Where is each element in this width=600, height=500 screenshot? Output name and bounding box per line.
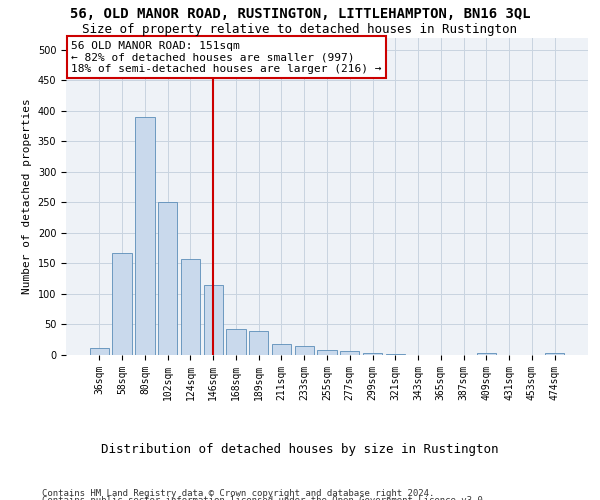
Text: 56, OLD MANOR ROAD, RUSTINGTON, LITTLEHAMPTON, BN16 3QL: 56, OLD MANOR ROAD, RUSTINGTON, LITTLEHA… <box>70 8 530 22</box>
Bar <box>363 352 382 355</box>
Bar <box>340 350 359 355</box>
Bar <box>112 253 132 355</box>
Bar <box>226 330 245 355</box>
Bar <box>386 354 405 355</box>
Text: Distribution of detached houses by size in Rustington: Distribution of detached houses by size … <box>101 442 499 456</box>
Text: Contains public sector information licensed under the Open Government Licence v3: Contains public sector information licen… <box>42 496 488 500</box>
Text: 56 OLD MANOR ROAD: 151sqm
← 82% of detached houses are smaller (997)
18% of semi: 56 OLD MANOR ROAD: 151sqm ← 82% of detac… <box>71 40 382 74</box>
Bar <box>476 353 496 355</box>
Bar <box>90 348 109 355</box>
Bar <box>203 285 223 355</box>
Text: Size of property relative to detached houses in Rustington: Size of property relative to detached ho… <box>83 22 517 36</box>
Bar <box>249 330 268 355</box>
Text: Contains HM Land Registry data © Crown copyright and database right 2024.: Contains HM Land Registry data © Crown c… <box>42 488 434 498</box>
Bar <box>272 344 291 355</box>
Bar <box>295 346 314 355</box>
Bar <box>158 202 178 355</box>
Bar <box>181 259 200 355</box>
Bar <box>545 352 564 355</box>
Bar <box>317 350 337 355</box>
Y-axis label: Number of detached properties: Number of detached properties <box>22 98 32 294</box>
Bar <box>135 117 155 355</box>
